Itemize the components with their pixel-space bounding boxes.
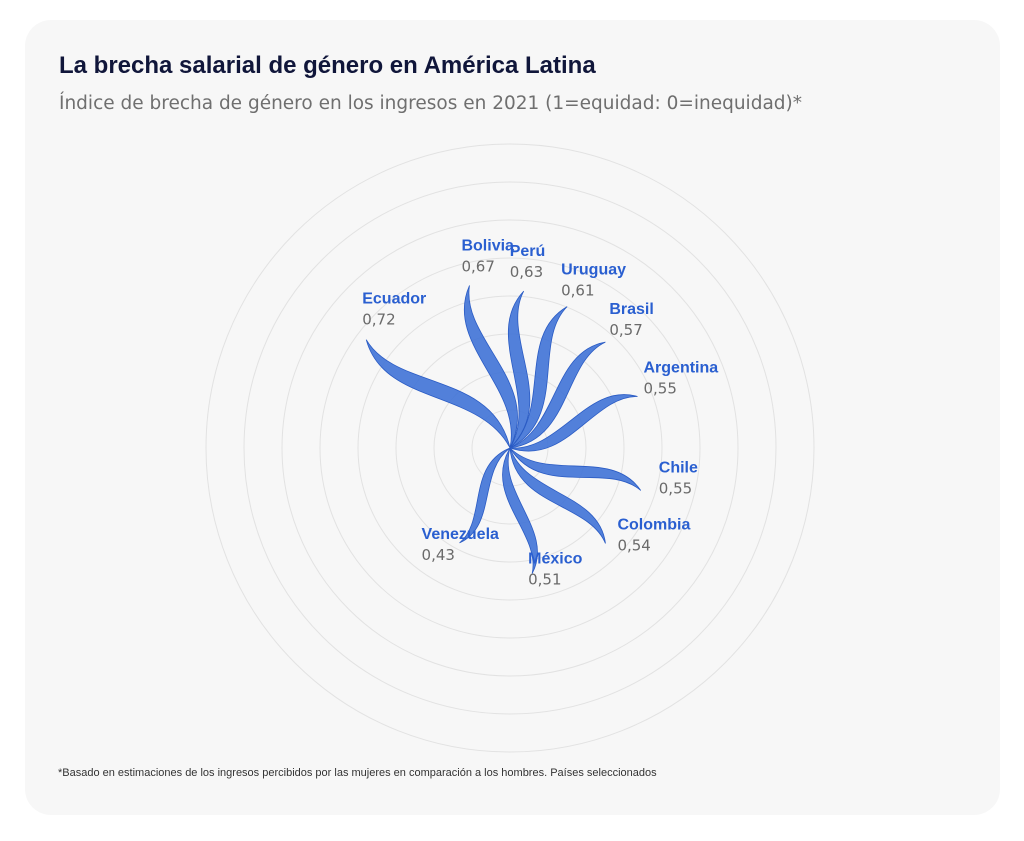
country-label: Uruguay bbox=[561, 262, 626, 279]
country-label: Bolivia bbox=[461, 237, 514, 254]
grid-ring bbox=[357, 295, 663, 601]
petal-ecuador bbox=[365, 339, 511, 449]
petal-argentina bbox=[509, 394, 638, 452]
value-label: 0,54 bbox=[617, 536, 650, 554]
chart-subtitle: Índice de brecha de género en los ingres… bbox=[59, 93, 802, 114]
country-label: México bbox=[528, 551, 582, 568]
petal-series bbox=[365, 285, 642, 574]
petal-bolivia bbox=[463, 285, 518, 449]
country-labels: Ecuador 0,72 Bolivia 0,67 Perú 0,63 Uruguay 0,6… bbox=[362, 237, 718, 588]
chart-title: La brecha salarial de género en América … bbox=[59, 52, 596, 79]
value-label: 0,61 bbox=[561, 282, 594, 300]
country-label: Chile bbox=[659, 459, 698, 476]
petal-méxico bbox=[502, 447, 538, 574]
grid-ring bbox=[243, 181, 777, 715]
petal-uruguay bbox=[509, 306, 568, 449]
value-label: 0,55 bbox=[659, 479, 692, 497]
value-label: 0,55 bbox=[643, 379, 676, 397]
value-label: 0,72 bbox=[362, 311, 395, 329]
grid-ring bbox=[281, 219, 739, 677]
value-label: 0,57 bbox=[609, 321, 642, 339]
petal-colombia bbox=[509, 447, 606, 544]
country-label: Ecuador bbox=[362, 291, 426, 308]
grid-ring bbox=[433, 371, 587, 525]
country-label: Argentina bbox=[643, 359, 718, 376]
value-label: 0,67 bbox=[461, 257, 494, 275]
country-label: Venezuela bbox=[422, 526, 499, 543]
country-label: Perú bbox=[510, 243, 546, 260]
country-label: Colombia bbox=[617, 516, 690, 533]
value-label: 0,51 bbox=[528, 571, 561, 589]
petal-venezuela bbox=[459, 447, 511, 544]
country-label: Brasil bbox=[609, 301, 653, 318]
petal-perú bbox=[507, 290, 531, 449]
value-label: 0,43 bbox=[422, 546, 455, 564]
grid-ring bbox=[205, 143, 815, 753]
grid-ring bbox=[319, 257, 701, 639]
petal-brasil bbox=[509, 341, 606, 449]
petal-chile bbox=[509, 447, 642, 491]
value-label: 0,63 bbox=[510, 263, 543, 281]
footnote: *Basado en estimaciones de los ingresos … bbox=[58, 767, 657, 779]
